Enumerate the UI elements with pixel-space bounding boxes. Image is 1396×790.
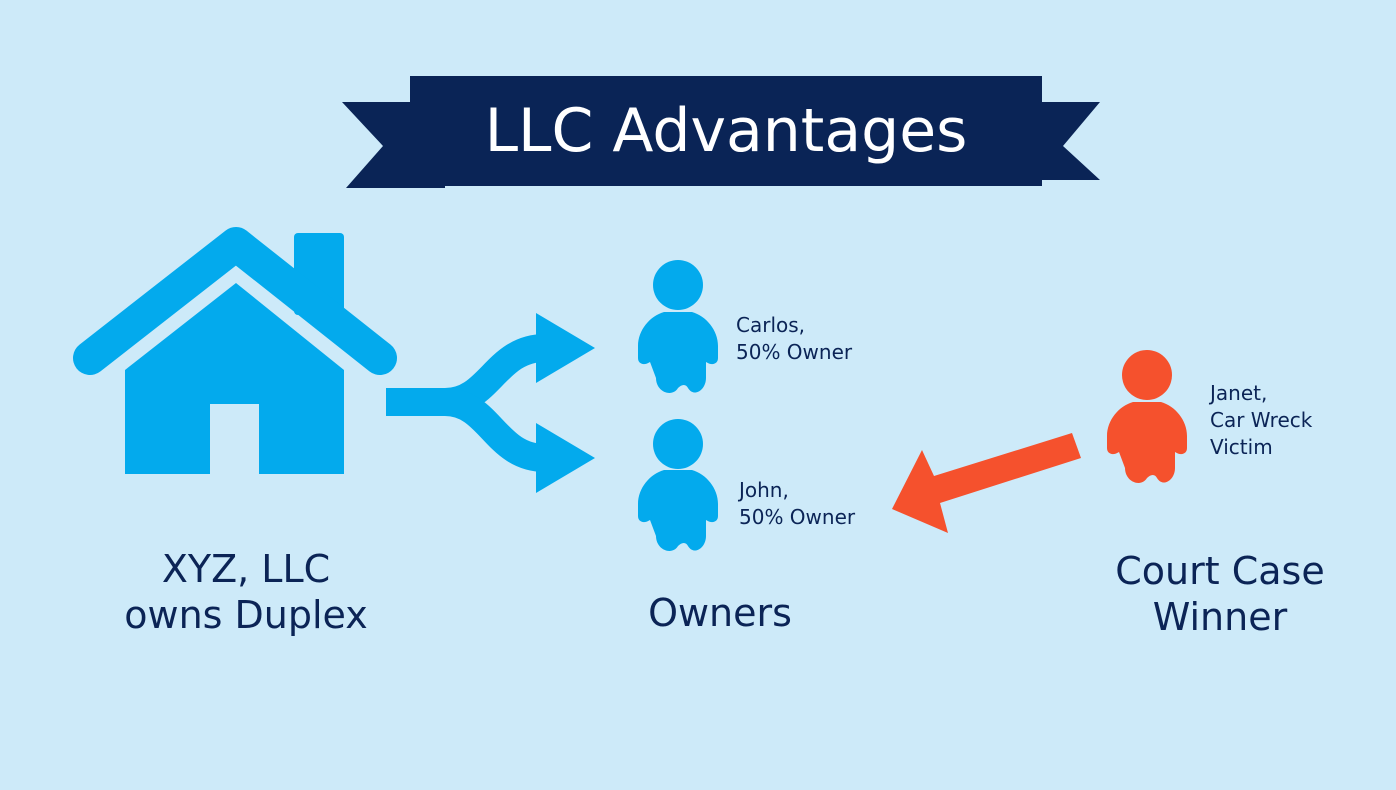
owner-share: 50% Owner: [739, 505, 856, 529]
person-icon: [638, 419, 718, 551]
property-caption-line1: XYZ, LLC: [161, 547, 331, 591]
house-icon: [73, 227, 397, 474]
owners-caption: Owners: [600, 590, 840, 636]
person-icon: [1107, 350, 1187, 483]
owner-label-carlos: Carlos, 50% Owner: [736, 312, 852, 366]
arrow-head-upper: [536, 313, 595, 383]
arrow-left-icon: [892, 433, 1081, 533]
claimant-desc-1: Car Wreck: [1210, 408, 1313, 432]
claimant-label: Janet, Car Wreck Victim: [1210, 380, 1312, 461]
owners-caption-text: Owners: [648, 591, 792, 635]
owner-name: Carlos,: [736, 313, 806, 337]
owner-name: John,: [739, 478, 789, 502]
split-arrow-icon: [386, 334, 547, 472]
property-caption-line2: owns Duplex: [124, 593, 368, 637]
claimant-name: Janet,: [1210, 381, 1268, 405]
person-icon: [638, 260, 718, 393]
owner-share: 50% Owner: [736, 340, 853, 364]
claimant-desc-2: Victim: [1210, 435, 1273, 459]
property-caption: XYZ, LLC owns Duplex: [96, 546, 396, 638]
page-title: LLC Advantages: [484, 96, 968, 166]
claimant-caption-line2: Winner: [1152, 595, 1288, 639]
ribbon-band: [410, 76, 1042, 186]
arrow-head-lower: [536, 423, 595, 493]
owner-label-john: John, 50% Owner: [739, 477, 855, 531]
claimant-caption-line1: Court Case: [1115, 549, 1325, 593]
claimant-caption: Court Case Winner: [1090, 548, 1350, 640]
